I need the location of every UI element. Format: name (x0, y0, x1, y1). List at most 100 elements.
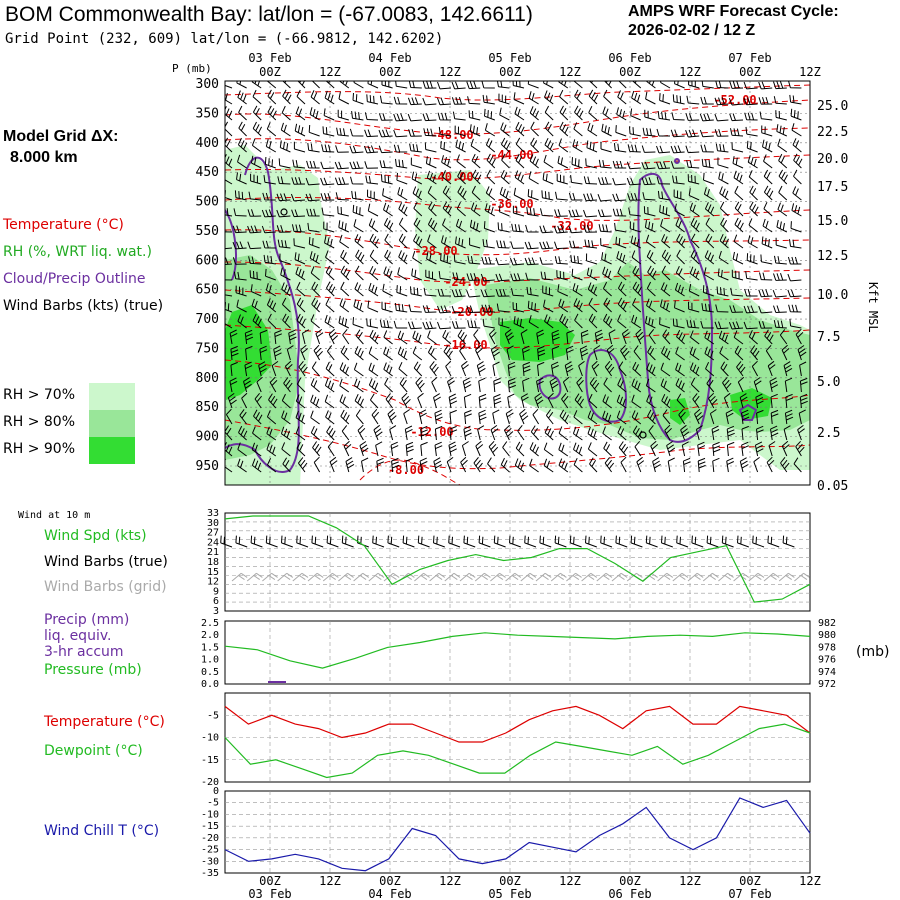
wind-barb (325, 297, 335, 313)
wind-barb (616, 251, 627, 265)
wind-barb (795, 328, 804, 345)
wind-barb (513, 92, 525, 105)
wind-barb (656, 145, 671, 154)
wind-barb (440, 140, 452, 153)
wind-barb (321, 207, 335, 217)
top-time-tick-label: 00Z (739, 65, 761, 79)
wind-barb (381, 301, 393, 313)
wind-barb (433, 457, 443, 473)
wind-barb (763, 154, 773, 169)
wind-barb (425, 269, 437, 281)
wind-barb (451, 289, 466, 298)
wind-barb (438, 271, 452, 281)
wind-barb (583, 176, 598, 185)
wind-barb (778, 153, 788, 169)
wind-barb (250, 173, 262, 185)
panel-tick-label: -30 (201, 856, 219, 867)
top-day-label: 07 Feb (728, 51, 771, 65)
height-tick-label: 15.0 (817, 214, 848, 229)
wind-barb (539, 241, 554, 250)
wind-barb (601, 123, 612, 137)
wind-barb (754, 441, 764, 457)
wind-barb (273, 345, 282, 361)
panel-tick-label: 24 (207, 537, 219, 548)
wind-barb (557, 284, 569, 297)
wind-barb (520, 329, 528, 345)
legend-wind-speed: Wind Spd (kts) (44, 528, 147, 544)
wind-barb (484, 203, 496, 217)
height-tick-label: 5.0 (817, 375, 840, 390)
wind-barb (540, 208, 554, 217)
wind-barb (467, 96, 481, 105)
wind-barb (747, 235, 758, 249)
wind-barb (252, 426, 262, 441)
height-tick-label: 10.0 (817, 288, 848, 303)
panel-tick-label: 27 (207, 528, 219, 539)
wind-barb (645, 234, 656, 249)
wind-barb (716, 286, 729, 297)
wind-barb (641, 145, 656, 153)
wind-barb (413, 233, 423, 249)
wind-barb (674, 300, 685, 313)
wind-barb (264, 156, 276, 169)
wind-barb (395, 81, 408, 89)
wind-barb (617, 425, 627, 441)
wind-barb (670, 145, 685, 154)
wind-barb (451, 321, 466, 329)
wind-barb (763, 185, 774, 201)
wind-barb (355, 249, 365, 265)
wind-barb (705, 217, 715, 233)
wind-barb (588, 81, 598, 89)
wind-barb (534, 392, 544, 409)
wind-barb-grid (444, 572, 461, 582)
wind-barb (326, 425, 336, 441)
wind-barb (527, 189, 539, 201)
wind-barb (373, 424, 383, 441)
wind-barb (763, 169, 773, 185)
wind-barb (705, 361, 715, 377)
wind-barb (424, 142, 437, 153)
temperature-contour-label: -8.00 (388, 463, 424, 477)
wind-barb (714, 113, 729, 122)
wind-barb (367, 203, 379, 217)
wind-barb (618, 81, 627, 89)
height-tick-label: 2.5 (817, 426, 840, 441)
wind-barb-grid (429, 572, 446, 582)
wind-barb (602, 281, 612, 297)
wind-barb (792, 138, 802, 153)
wind-barb (652, 457, 661, 473)
wind-barb (413, 217, 423, 233)
wind-barb (597, 194, 612, 202)
wind-barb (627, 144, 641, 153)
wind-barb (537, 345, 546, 361)
wind-barb (225, 208, 233, 217)
wind-barb (266, 298, 277, 313)
wind-barb (746, 140, 758, 153)
wind-barb (733, 330, 744, 345)
wind-barb (745, 126, 758, 137)
wind-barb (296, 377, 306, 393)
panel-tick-label: -35 (201, 868, 219, 879)
wind-barb (425, 156, 437, 169)
bottom-time-tick-label: 00Z (739, 874, 761, 888)
wind-barb (743, 81, 758, 90)
wind-barb (587, 426, 598, 441)
wind-barb (588, 89, 599, 105)
height-tick-label: 17.5 (817, 180, 848, 195)
wind-barb (490, 345, 500, 361)
wind-barb (500, 457, 510, 473)
wind-barb (719, 233, 729, 249)
wind-barb (271, 360, 279, 377)
wind-barb (411, 171, 423, 185)
wind-barb (280, 426, 291, 441)
wind-barb (243, 377, 252, 393)
wind-barb-true (569, 535, 582, 548)
wind-barb (478, 377, 486, 393)
wind-barb (349, 161, 364, 170)
wind-barb-true (661, 535, 673, 548)
wind-barb (291, 224, 306, 233)
panel-tick-label: 33 (207, 508, 219, 519)
wind-barb (529, 458, 539, 473)
wind-barb (437, 288, 451, 297)
